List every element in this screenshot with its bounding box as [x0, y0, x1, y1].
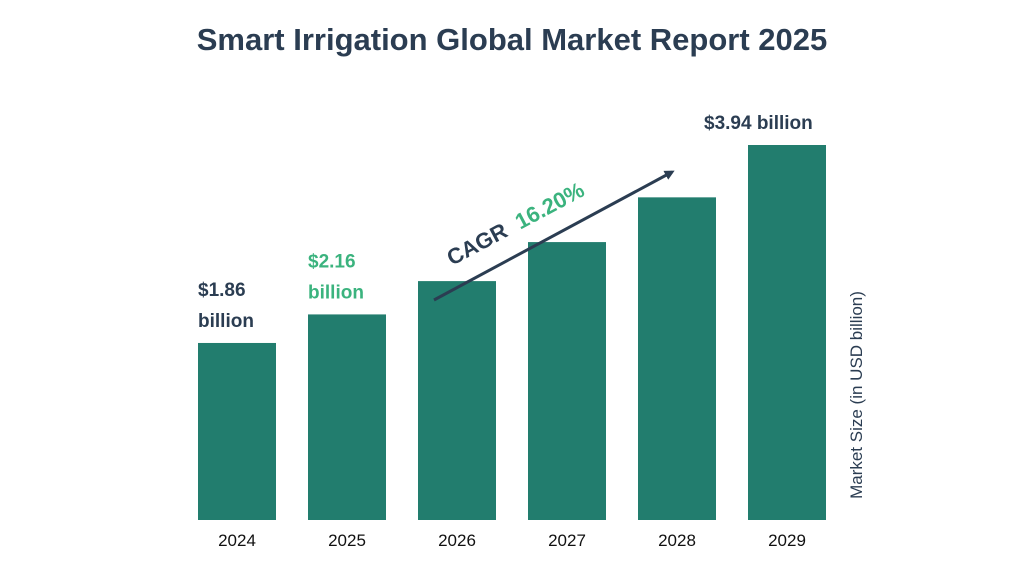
bar-2026 — [418, 281, 496, 520]
bar-2027 — [528, 242, 606, 520]
x-tick-2029: 2029 — [768, 531, 806, 550]
bar-2024 — [198, 342, 276, 520]
chart-title: Smart Irrigation Global Market Report 20… — [196, 22, 828, 57]
bar-2025 — [308, 314, 386, 520]
cagr-arrow — [433, 170, 675, 302]
data-label-2025: $2.16 billion — [308, 251, 364, 303]
bars-layer — [198, 145, 826, 520]
x-tick-2025: 2025 — [328, 531, 366, 550]
x-axis-ticks: 2024 2025 2026 2027 2028 2029 — [218, 531, 806, 550]
y-axis-title: Market Size (in USD billion) — [847, 291, 866, 499]
data-label-2029: $3.94 billion — [704, 113, 813, 134]
x-tick-2024: 2024 — [218, 531, 256, 550]
data-labels: $1.86 billion $2.16 billion $3.94 billion — [198, 113, 813, 332]
x-tick-2028: 2028 — [658, 531, 696, 550]
data-label-2024: $1.86 billion — [198, 280, 254, 332]
bar-2028 — [638, 197, 716, 520]
x-tick-2026: 2026 — [438, 531, 476, 550]
bar-2029 — [748, 145, 826, 520]
x-tick-2027: 2027 — [548, 531, 586, 550]
cagr-value: 16.20% — [511, 177, 589, 234]
